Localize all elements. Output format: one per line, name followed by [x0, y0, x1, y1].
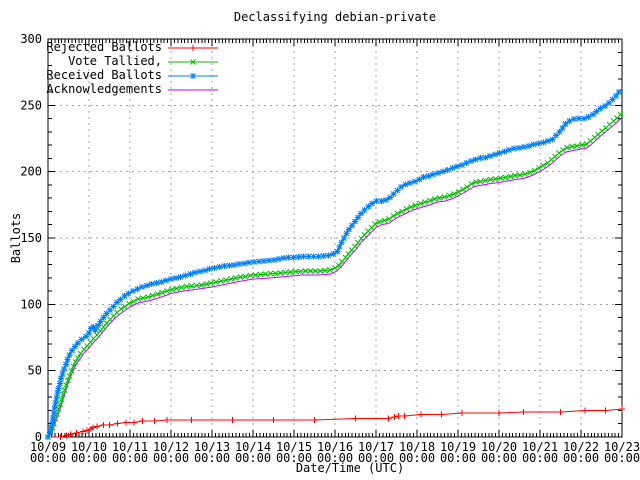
x-tick-time: 00:00: [71, 451, 107, 465]
x-tick-date: 10/23: [604, 440, 640, 454]
legend-label-received-ballots: Received Ballots: [46, 68, 162, 82]
x-tick-date: 10/09: [30, 440, 66, 454]
x-tick-time: 00:00: [358, 451, 394, 465]
legend-entry-acknowledgements: Acknowledgements: [46, 82, 219, 96]
x-tick-time: 00:00: [276, 451, 312, 465]
tallied-sample-line-icon: [168, 59, 218, 65]
rejected-sample-line-icon: [168, 45, 218, 51]
x-tick-date: 10/10: [71, 440, 107, 454]
x-tick-date: 10/20: [481, 440, 517, 454]
y-tick-label: 0: [35, 430, 42, 444]
x-tick-time: 00:00: [440, 451, 476, 465]
x-tick-date: 10/22: [563, 440, 599, 454]
y-tick-label: 100: [20, 297, 42, 311]
x-tick-time: 00:00: [112, 451, 148, 465]
legend-sample-acknowledgements: [167, 82, 219, 96]
x-tick-time: 00:00: [30, 451, 66, 465]
x-tick-date: 10/15: [276, 440, 312, 454]
x-tick-date: 10/11: [112, 440, 148, 454]
y-tick-label: 250: [20, 98, 42, 112]
received-sample-line-icon: [168, 73, 218, 79]
chart-title: Declassifying debian-private: [233, 10, 437, 24]
x-tick-time: 00:00: [563, 451, 599, 465]
legend-sample-vote-tallied: [167, 54, 219, 68]
plot-border: [47, 38, 623, 438]
x-tick-time: 00:00: [194, 451, 230, 465]
x-tick-time: 00:00: [317, 451, 353, 465]
x-tick-date: 10/19: [440, 440, 476, 454]
x-tick-date: 10/14: [235, 440, 271, 454]
x-tick-time: 00:00: [522, 451, 558, 465]
x-tick-time: 00:00: [235, 451, 271, 465]
x-tick-time: 00:00: [604, 451, 640, 465]
legend-label-vote-tallied: Vote Tallied,: [68, 54, 162, 68]
series-tallied-markers: [45, 111, 624, 440]
x-tick-date: 10/13: [194, 440, 230, 454]
x-tick-date: 10/12: [153, 440, 189, 454]
legend-entry-vote-tallied: Vote Tallied,: [46, 54, 219, 68]
x-tick-time: 00:00: [399, 451, 435, 465]
legend-entry-received-ballots: Received Ballots: [46, 68, 219, 82]
grid-lines: [48, 39, 622, 437]
y-tick-label: 300: [20, 32, 42, 46]
legend-label-rejected-ballots: Rejected Ballots: [46, 40, 162, 54]
legend-entry-rejected-ballots: Rejected Ballots: [46, 40, 219, 54]
x-tick-date: 10/21: [522, 440, 558, 454]
acknowledgements-sample-line-icon: [168, 89, 218, 91]
legend-sample-received-ballots: [167, 68, 219, 82]
x-tick-date: 10/16: [317, 440, 353, 454]
legend: Rejected Ballots Vote Tallied, Received …: [46, 40, 219, 96]
x-tick-time: 00:00: [153, 451, 189, 465]
x-tick-date: 10/17: [358, 440, 394, 454]
x-axis-label: Date/Time (UTC): [295, 461, 405, 475]
y-tick-label: 50: [28, 364, 42, 378]
series-acknowledgements-line: [47, 117, 623, 438]
y-tick-label: 200: [20, 165, 42, 179]
x-tick-date: 10/18: [399, 440, 435, 454]
legend-sample-rejected-ballots: [167, 40, 219, 54]
legend-label-acknowledgements: Acknowledgements: [46, 82, 162, 96]
y-tick-label: 150: [20, 231, 42, 245]
x-tick-time: 00:00: [481, 451, 517, 465]
series-received-markers: [45, 89, 622, 440]
